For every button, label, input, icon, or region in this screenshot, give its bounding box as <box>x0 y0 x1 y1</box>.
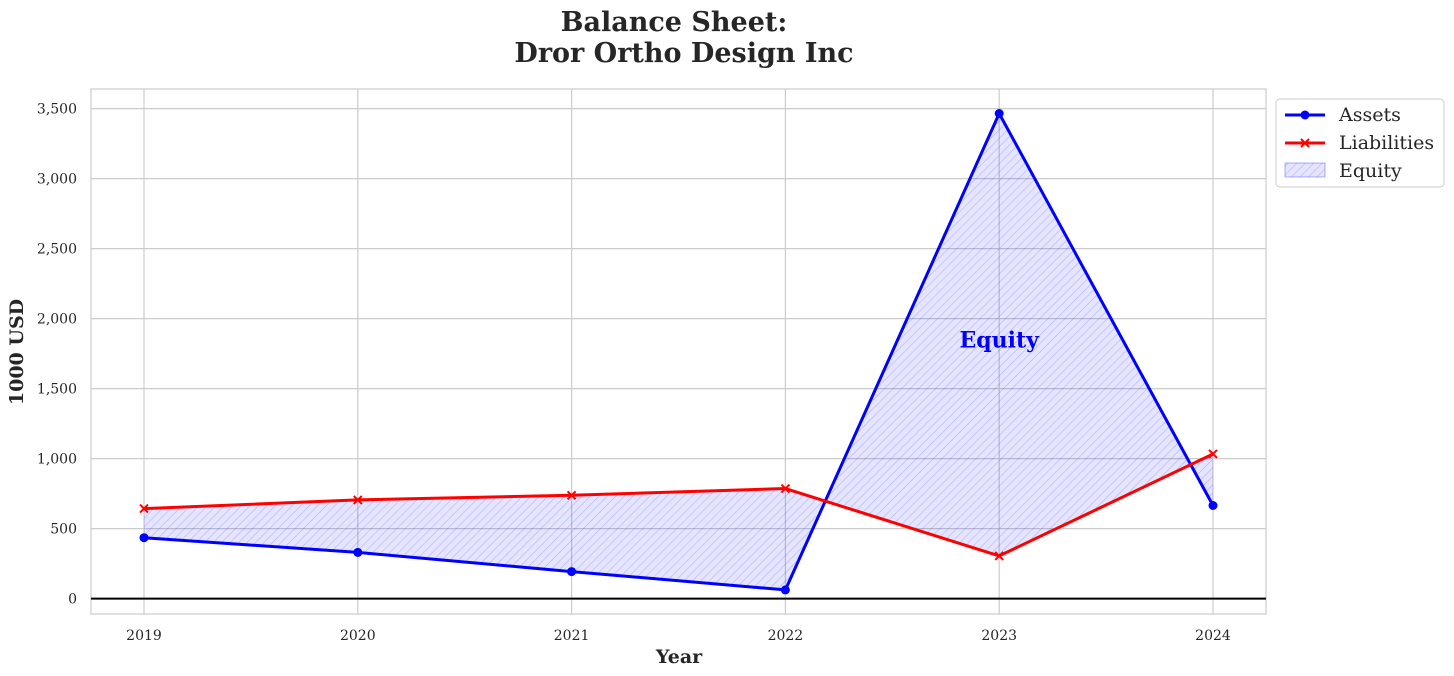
y-tick-label-1500: 1,500 <box>37 382 77 398</box>
assets-point-2021 <box>567 567 577 577</box>
equity-fill-polygon <box>144 113 1213 590</box>
liabilities-point-2020 <box>353 495 363 505</box>
y-tick-label-2000: 2,000 <box>37 312 77 328</box>
legend-assets-marker <box>1300 110 1310 120</box>
liabilities-line <box>143 452 1214 558</box>
x-tick-label-2019: 2019 <box>126 628 162 644</box>
assets-point-2019 <box>139 533 149 543</box>
liabilities-point-2022 <box>780 483 791 494</box>
x-tick-label-2021: 2021 <box>554 628 590 644</box>
y-tick-label-0: 0 <box>68 592 77 608</box>
series-lines <box>139 109 1218 595</box>
x-axis-ticks: 2019 2020 2021 2022 2023 2024 <box>126 628 1231 644</box>
assets-point-2020 <box>353 547 363 557</box>
x-tick-label-2020: 2020 <box>340 628 376 644</box>
chart-title-line-1: Balance Sheet: <box>561 7 788 38</box>
y-tick-label-1000: 1,000 <box>37 452 77 468</box>
y-tick-label-3500: 3,500 <box>37 102 77 118</box>
liabilities-point-2019 <box>139 503 149 514</box>
y-tick-label-2500: 2,500 <box>37 242 77 258</box>
y-tick-label-500: 500 <box>50 522 77 538</box>
assets-point-2024 <box>1208 501 1218 510</box>
legend-equity-swatch <box>1284 162 1326 178</box>
y-axis-ticks: 0 500 1,000 1,500 2,000 2,500 3,000 3,500 <box>37 102 77 608</box>
liabilities-point-2021 <box>566 490 577 500</box>
legend-entry-assets: Assets <box>1285 104 1401 126</box>
assets-point-2022 <box>780 585 790 595</box>
assets-line <box>143 112 1215 592</box>
liabilities-point-2023 <box>994 551 1004 561</box>
legend-equity-label: Equity <box>1339 160 1402 182</box>
chart-title-line-2: Dror Ortho Design Inc <box>514 38 853 69</box>
legend-assets-label: Assets <box>1338 104 1401 126</box>
x-tick-label-2022: 2022 <box>768 628 804 644</box>
legend-liabilities-marker <box>1300 138 1310 148</box>
legend-entry-equity: Equity <box>1284 160 1402 182</box>
equity-fill-area <box>144 113 1213 590</box>
x-tick-label-2023: 2023 <box>981 628 1017 644</box>
x-tick-label-2024: 2024 <box>1195 628 1231 644</box>
legend-liabilities-label: Liabilities <box>1339 132 1434 154</box>
liabilities-point-2024 <box>1208 449 1218 459</box>
y-axis-label: 1000 USD <box>6 299 28 405</box>
assets-point-2023 <box>994 109 1004 118</box>
y-tick-label-3000: 3,000 <box>37 172 77 188</box>
legend-entry-liabilities: Liabilities <box>1285 132 1434 154</box>
equity-annotation: Equity <box>959 328 1040 354</box>
legend: Assets Liabilities Equity <box>1275 98 1445 188</box>
x-axis-label: Year <box>655 646 703 668</box>
